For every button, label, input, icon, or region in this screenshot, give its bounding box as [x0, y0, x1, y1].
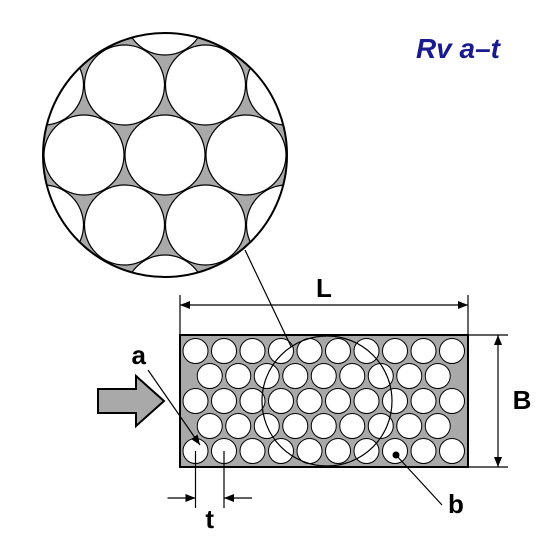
- hole: [269, 389, 294, 414]
- hole: [183, 339, 208, 364]
- hole: [212, 389, 237, 414]
- hole: [368, 115, 448, 195]
- hole: [125, 255, 205, 335]
- hole: [240, 389, 265, 414]
- hole: [368, 255, 448, 335]
- label-a: a: [132, 340, 147, 370]
- hole: [397, 414, 422, 439]
- hole: [240, 339, 265, 364]
- hole: [44, 115, 124, 195]
- hole: [85, 185, 165, 265]
- hole: [287, 0, 367, 55]
- hole: [0, 0, 43, 55]
- hole: [269, 339, 294, 364]
- hole: [440, 339, 465, 364]
- hole: [197, 414, 222, 439]
- hole: [247, 185, 327, 265]
- hole: [206, 255, 286, 335]
- label-b: b: [448, 489, 464, 519]
- perforated-sheet: [180, 335, 468, 467]
- hole: [44, 255, 124, 335]
- hole: [283, 364, 308, 389]
- hole: [383, 389, 408, 414]
- hole: [0, 185, 3, 265]
- hole: [226, 364, 251, 389]
- hole: [326, 339, 351, 364]
- hole: [311, 414, 336, 439]
- hole: [354, 339, 379, 364]
- hole: [0, 255, 43, 335]
- hole: [297, 339, 322, 364]
- hole: [166, 45, 246, 125]
- hole: [297, 389, 322, 414]
- hole: [354, 389, 379, 414]
- hole: [425, 414, 450, 439]
- hole: [183, 389, 208, 414]
- hole: [411, 389, 436, 414]
- hole: [0, 45, 3, 125]
- hole: [383, 339, 408, 364]
- hole: [287, 115, 367, 195]
- hole: [206, 115, 286, 195]
- hole: [311, 364, 336, 389]
- hole: [240, 439, 265, 464]
- hole: [212, 339, 237, 364]
- hole: [0, 115, 43, 195]
- hole: [297, 439, 322, 464]
- hole: [283, 414, 308, 439]
- hole: [226, 414, 251, 439]
- feed-arrow-icon: [98, 376, 164, 426]
- hole: [269, 439, 294, 464]
- hole: [197, 364, 222, 389]
- hole: [354, 439, 379, 464]
- hole: [326, 439, 351, 464]
- hole: [411, 439, 436, 464]
- label-B: B: [513, 385, 532, 415]
- hole: [340, 414, 365, 439]
- hole: [4, 45, 84, 125]
- hole: [409, 185, 489, 265]
- hole: [440, 389, 465, 414]
- hole: [328, 185, 408, 265]
- hole: [411, 339, 436, 364]
- label-L: L: [316, 273, 332, 303]
- title-text: Rv a–t: [416, 33, 502, 64]
- hole: [425, 364, 450, 389]
- callout-line: [245, 250, 291, 347]
- hole: [340, 364, 365, 389]
- hole: [326, 389, 351, 414]
- hole: [328, 45, 408, 125]
- hole: [125, 115, 205, 195]
- hole: [4, 185, 84, 265]
- label-t: t: [205, 504, 214, 534]
- hole: [166, 185, 246, 265]
- hole: [247, 45, 327, 125]
- hole: [397, 364, 422, 389]
- hole: [383, 439, 408, 464]
- hole: [85, 45, 165, 125]
- hole: [440, 439, 465, 464]
